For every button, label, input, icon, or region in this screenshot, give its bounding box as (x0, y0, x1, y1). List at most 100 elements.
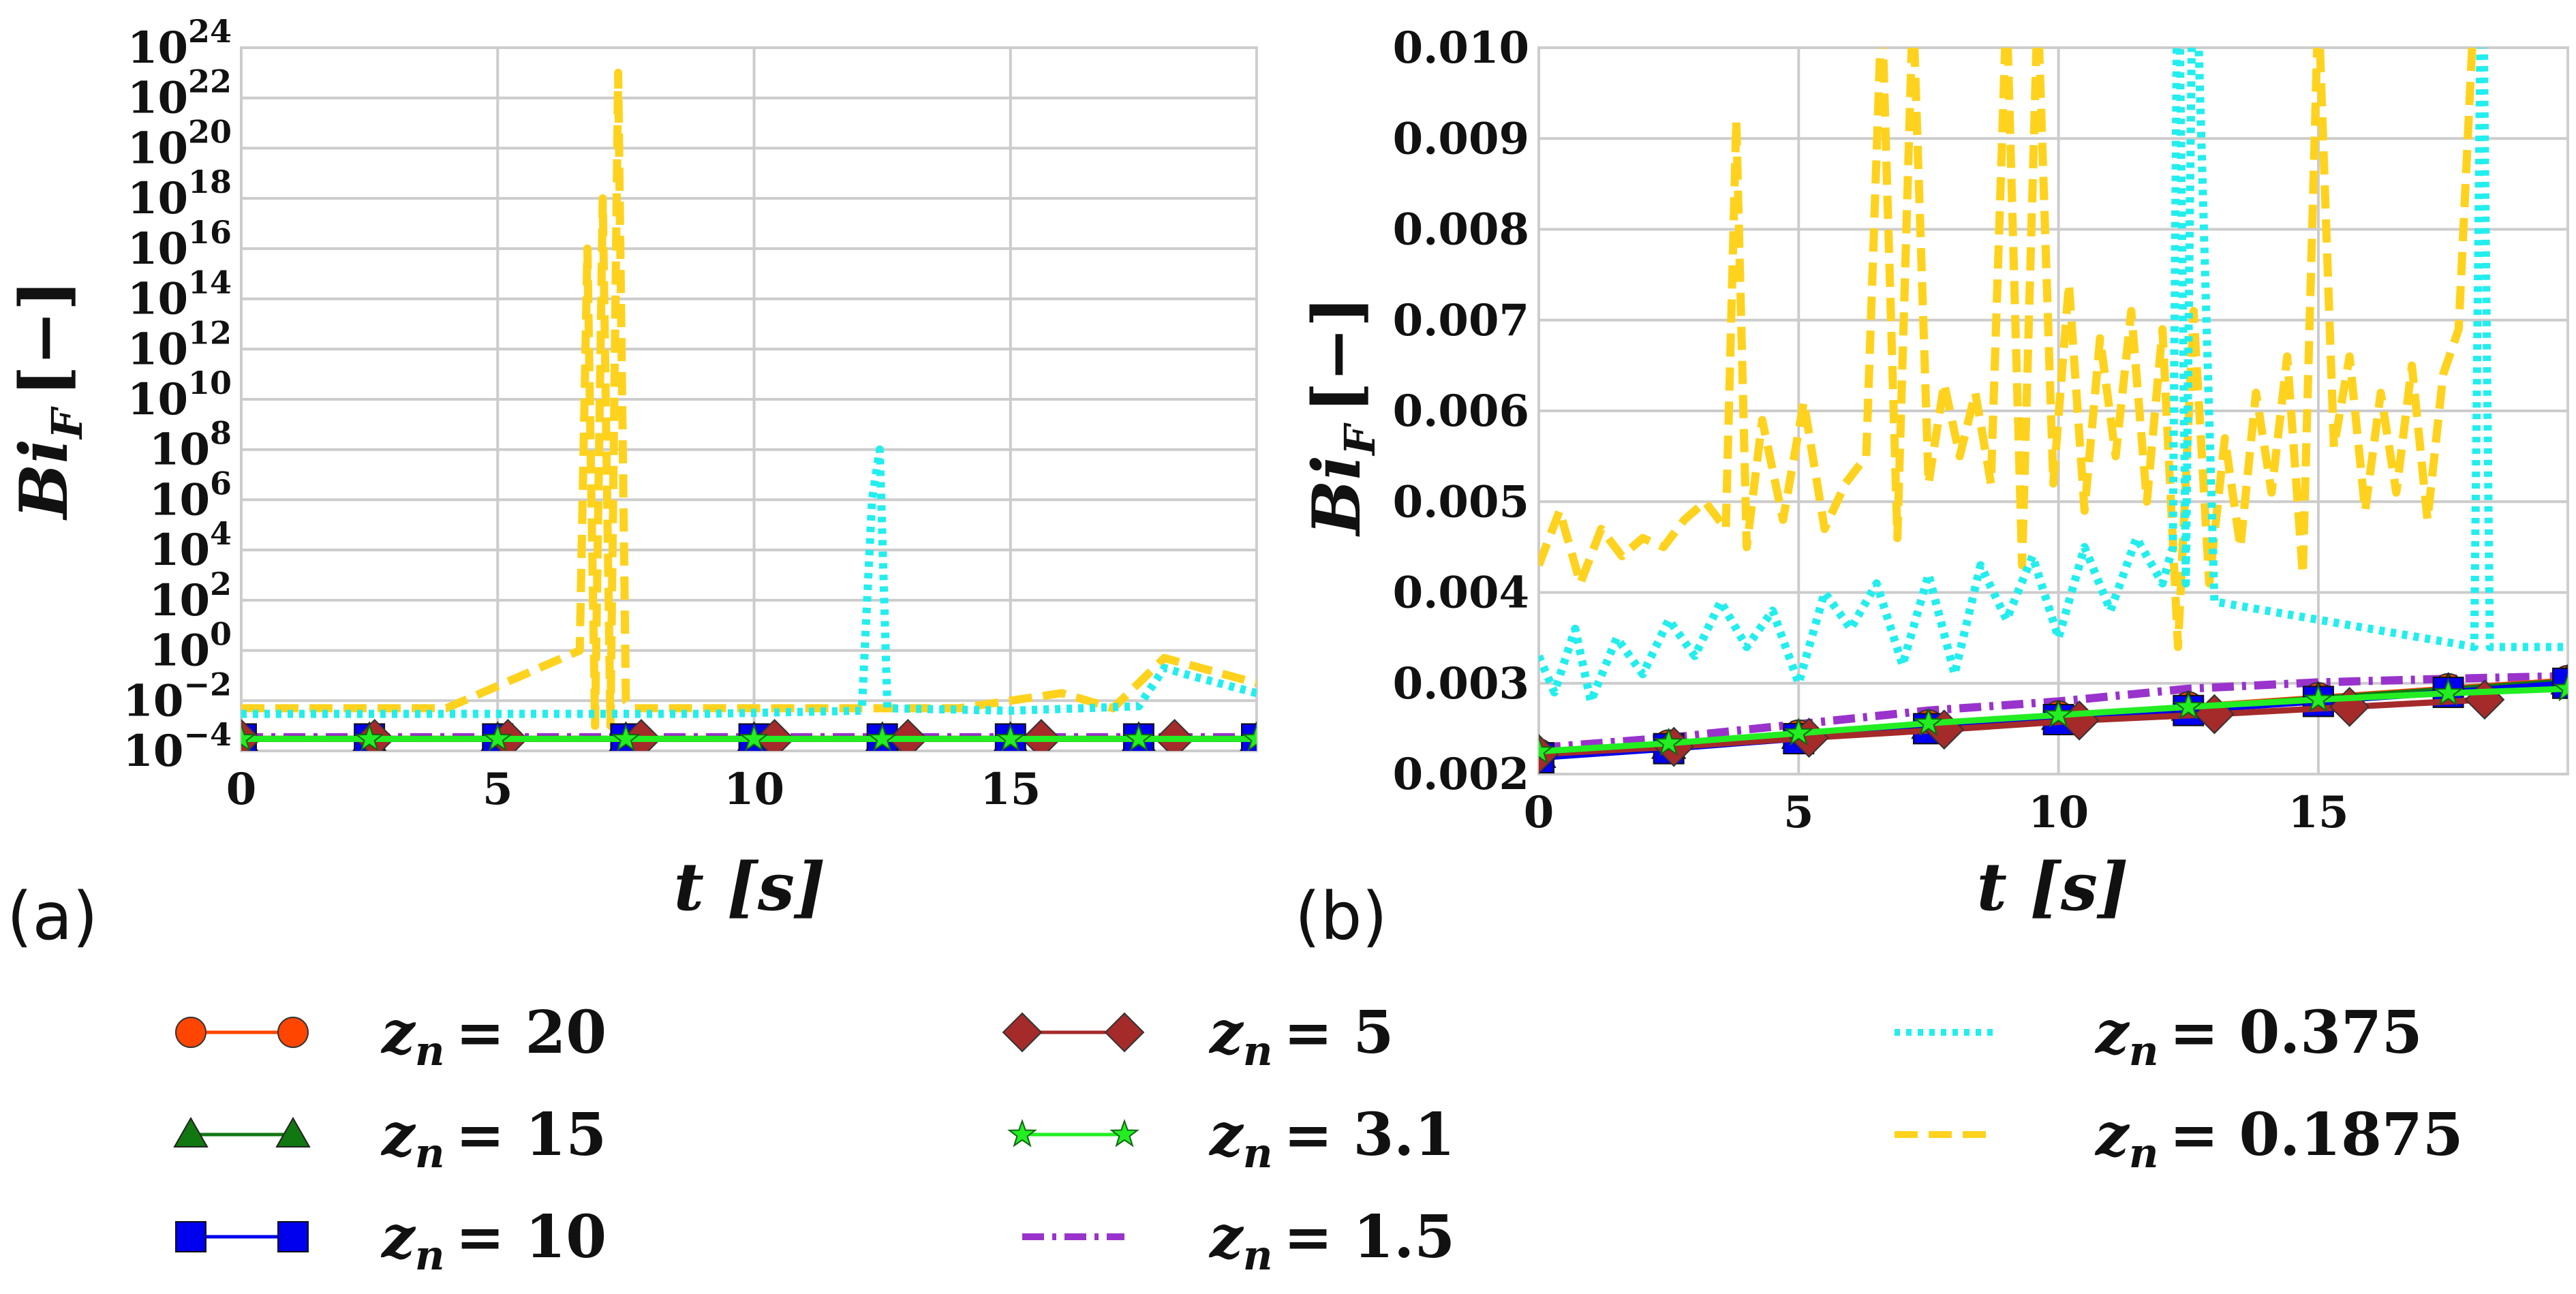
y-tick-exponent: 4 (210, 515, 232, 552)
legend-label: zn = 1.5 (1208, 1203, 1455, 1280)
legend-label-var: z (380, 1100, 416, 1169)
y-tick-exponent: 10 (188, 365, 232, 401)
y-tick-label-a: 100 (149, 616, 232, 677)
y-tick-exponent: 12 (188, 314, 232, 351)
y-tick-label-b: 0.008 (1393, 204, 1529, 256)
series-line-b-7 (1539, 48, 2477, 651)
legend-label-var: z (2094, 998, 2130, 1067)
data-point-b-4 (1914, 707, 1944, 737)
y-tick-label-b: 0.007 (1393, 295, 1529, 346)
legend-label-value: = 0.375 (2169, 998, 2422, 1067)
legend-label-sub: n (2129, 1028, 2159, 1075)
series-group-b (1539, 48, 2568, 774)
data-point-b-4 (2043, 699, 2074, 728)
x-tick-label-a: 15 (980, 764, 1041, 815)
legend-label: zn = 10 (380, 1203, 607, 1280)
y-tick-label-a: 106 (149, 465, 232, 525)
y-tick-label-b: 0.010 (1393, 22, 1529, 74)
x-tick-label-a: 5 (482, 764, 513, 815)
data-point-a-4 (995, 723, 1026, 751)
data-point-b-4 (2433, 677, 2464, 707)
y-tick-base: 10 (149, 525, 210, 576)
x-tick-label-b: 0 (1524, 787, 1554, 838)
legend-item-4: zn = 3.1 (1007, 1100, 1455, 1177)
data-point-a-4 (1124, 723, 1154, 751)
series-line-a-7 (241, 68, 1257, 730)
legend-label-var: z (1208, 1100, 1244, 1169)
legend-label-sub: n (1243, 1232, 1273, 1280)
data-point-b-4 (1653, 727, 1684, 756)
legend-marker (1002, 1012, 1043, 1053)
legend-label: zn = 0.1875 (2094, 1100, 2464, 1177)
legend-label-value: = 0.1875 (2169, 1100, 2463, 1169)
y-tick-exponent: 22 (188, 63, 232, 100)
y-tick-exponent: 24 (188, 13, 232, 50)
legend-label-value: = 3.1 (1283, 1100, 1455, 1169)
y-tick-exponent: 20 (188, 113, 232, 150)
y-tick-label-a: 10−2 (123, 666, 232, 726)
y-tick-exponent: 0 (210, 616, 232, 653)
y-tick-label-a: 102 (149, 566, 232, 626)
y-tick-exponent: 16 (188, 214, 232, 251)
y-tick-exponent: 14 (188, 264, 232, 301)
x-tick-label-b: 15 (2288, 787, 2348, 838)
data-point-a-4 (867, 723, 898, 751)
legend-marker (1109, 1118, 1139, 1147)
legend-item-1: zn = 15 (173, 1100, 607, 1177)
legend-marker (1007, 1118, 1037, 1147)
y-tick-base: 10 (149, 575, 210, 626)
legend-marker (175, 1221, 206, 1252)
series-group-a (241, 68, 1257, 751)
y-tick-exponent: −2 (183, 666, 232, 703)
y-axis-label-sub-b: F (1335, 422, 1385, 457)
legend-marker (173, 1116, 209, 1147)
legend-label-value: = 1.5 (1283, 1203, 1455, 1272)
y-tick-base: 10 (149, 474, 210, 525)
y-tick-label-a: 1010 (127, 365, 232, 425)
series-line-b-6 (1539, 48, 2568, 706)
y-tick-label-a: 10−4 (123, 716, 232, 777)
legend-label-sub: n (2129, 1130, 2159, 1177)
legend-label: zn = 3.1 (1208, 1100, 1455, 1177)
y-axis-label-sub-a: F (42, 406, 92, 440)
y-axis-label-main-a: Bi (5, 439, 82, 521)
y-tick-labels-a: 10−410−210010210410610810101012101410161… (123, 13, 232, 777)
data-point-a-4 (354, 723, 385, 751)
x-tick-label-b: 10 (2028, 787, 2089, 838)
y-axis-label-main-b: Bi (1298, 455, 1375, 538)
legend-marker (277, 1221, 309, 1252)
y-tick-exponent: 18 (188, 164, 232, 200)
y-tick-label-a: 1020 (127, 113, 232, 174)
legend-label-var: z (380, 998, 416, 1067)
legend-marker (175, 1017, 206, 1048)
data-point-a-3 (754, 719, 795, 751)
legend-label-sub: n (1243, 1130, 1273, 1177)
data-point-b-4 (1539, 735, 1554, 765)
y-tick-label-a: 1014 (127, 264, 232, 325)
data-point-a-4 (241, 723, 256, 751)
legend-label-var: z (1208, 998, 1244, 1067)
legend-item-0: zn = 20 (175, 998, 607, 1075)
x-tick-label-a: 0 (226, 764, 257, 815)
legend-label-var: z (380, 1203, 416, 1272)
data-point-a-4 (611, 723, 641, 751)
data-point-a-3 (1154, 719, 1195, 751)
x-axis-label-b: t [s] (1977, 848, 2129, 925)
y-tick-label-a: 108 (149, 415, 232, 476)
y-tick-exponent: 6 (210, 465, 232, 502)
y-axis-label-b: BiF [−] (1298, 296, 1385, 538)
legend-label-sub: n (1243, 1028, 1273, 1075)
y-tick-base: 10 (127, 73, 188, 124)
y-tick-base: 10 (123, 675, 183, 726)
legend-label-value: = 10 (455, 1203, 607, 1272)
legend-label: zn = 20 (380, 998, 607, 1075)
legend-marker (277, 1017, 309, 1048)
legend-item-7: zn = 0.1875 (1895, 1100, 2464, 1177)
y-tick-label-b: 0.005 (1393, 476, 1529, 527)
legend-marker (275, 1116, 311, 1147)
y-tick-base: 10 (127, 274, 188, 325)
legend-label-value: = 5 (1283, 998, 1394, 1067)
legend-label-value: = 15 (455, 1100, 607, 1169)
